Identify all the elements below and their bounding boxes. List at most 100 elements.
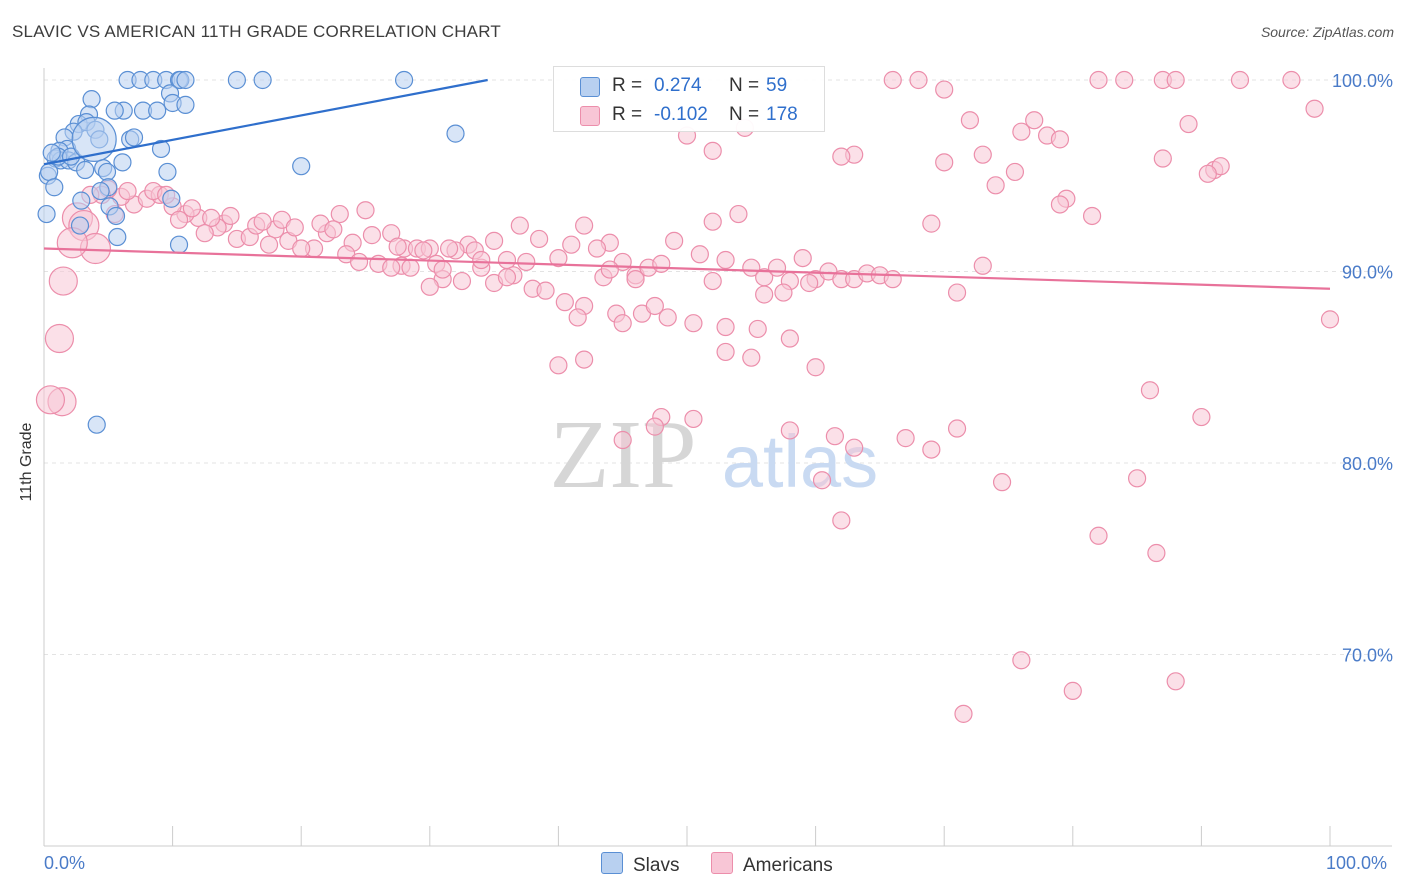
americans-point bbox=[1063, 681, 1082, 700]
americans-point bbox=[562, 235, 581, 254]
slavs-point bbox=[148, 101, 167, 120]
americans-point bbox=[1012, 122, 1031, 141]
slavs-point bbox=[105, 101, 124, 120]
americans-point bbox=[986, 176, 1005, 195]
slavs-swatch bbox=[601, 852, 623, 874]
americans-point bbox=[1050, 195, 1070, 214]
legend-box: R = 0.274 N = 59 R = -0.102 N = 178 bbox=[553, 66, 825, 132]
slavs-point bbox=[227, 70, 246, 90]
americans-point bbox=[530, 229, 549, 249]
americans-point bbox=[1320, 310, 1340, 329]
americans-point bbox=[1005, 162, 1025, 182]
americans-point bbox=[973, 145, 992, 164]
americans-point bbox=[1089, 526, 1108, 545]
americans-point bbox=[568, 308, 587, 327]
americans-point bbox=[1305, 99, 1324, 118]
slavs-point bbox=[151, 139, 171, 159]
americans-point bbox=[716, 317, 735, 337]
legend-row-slavs: R = 0.274 N = 59 bbox=[554, 71, 824, 101]
americans-point bbox=[652, 254, 671, 273]
bottom-legend-label: Slavs bbox=[633, 855, 680, 876]
legend-n-label: N = bbox=[729, 75, 760, 96]
americans-point bbox=[253, 212, 272, 231]
y-tick-label: 100.0% bbox=[1332, 71, 1393, 91]
americans-point bbox=[587, 239, 607, 258]
americans-point bbox=[935, 153, 954, 172]
y-tick-label: 80.0% bbox=[1342, 454, 1393, 474]
americans-point bbox=[118, 181, 137, 201]
slavs-point bbox=[446, 124, 465, 143]
americans-point bbox=[510, 216, 529, 235]
americans-point bbox=[414, 241, 433, 260]
slavs-swatch bbox=[580, 77, 600, 97]
slavs-point bbox=[72, 191, 91, 210]
americans-point bbox=[555, 293, 574, 312]
americans-point bbox=[1192, 407, 1211, 427]
americans-point bbox=[755, 285, 774, 304]
americans-point bbox=[748, 319, 767, 339]
watermark: ZIP atlas bbox=[550, 401, 879, 509]
americans-point bbox=[575, 350, 594, 369]
americans-point bbox=[292, 239, 311, 258]
americans-point bbox=[947, 419, 967, 438]
americans-point bbox=[202, 208, 221, 227]
watermark-zip: ZIP bbox=[550, 401, 697, 509]
legend-n-value: 178 bbox=[766, 104, 798, 125]
americans-point bbox=[1147, 543, 1166, 563]
americans-point bbox=[845, 438, 864, 457]
americans-point bbox=[1166, 672, 1185, 691]
slavs-point bbox=[70, 216, 90, 235]
americans-point bbox=[1153, 149, 1172, 168]
slavs-point bbox=[71, 116, 117, 162]
americans-point bbox=[909, 70, 928, 90]
watermark-atlas: atlas bbox=[722, 420, 878, 503]
slavs-point bbox=[113, 153, 132, 172]
americans-point bbox=[896, 429, 915, 448]
slavs-point bbox=[76, 160, 95, 180]
americans-point bbox=[922, 214, 941, 233]
americans-point bbox=[767, 258, 787, 277]
americans-point bbox=[742, 258, 761, 277]
legend-row-americans: R = -0.102 N = 178 bbox=[554, 100, 824, 130]
americans-point bbox=[658, 308, 677, 327]
americans-point bbox=[922, 440, 941, 459]
americans-point bbox=[1115, 70, 1134, 90]
slavs-point bbox=[42, 143, 61, 162]
americans-point bbox=[285, 218, 304, 237]
americans-point bbox=[452, 271, 472, 291]
americans-point bbox=[497, 250, 517, 270]
americans-point bbox=[1230, 70, 1250, 90]
americans-point bbox=[1166, 70, 1185, 90]
americans-point bbox=[1127, 469, 1147, 488]
americans-point bbox=[883, 70, 902, 90]
slavs-point bbox=[176, 95, 195, 114]
americans-point bbox=[401, 258, 420, 277]
americans-point bbox=[259, 235, 279, 254]
slavs-point bbox=[394, 70, 414, 90]
slavs-point bbox=[40, 162, 59, 182]
americans-point bbox=[992, 473, 1012, 492]
americans-point bbox=[1198, 164, 1217, 183]
americans-point bbox=[716, 342, 735, 362]
americans-point bbox=[960, 111, 980, 130]
slavs-point bbox=[37, 204, 56, 224]
americans-point bbox=[703, 271, 722, 291]
americans-point bbox=[793, 248, 812, 268]
americans-point bbox=[729, 204, 748, 224]
americans-trend-line bbox=[43, 247, 1331, 290]
americans-point bbox=[182, 199, 201, 218]
slavs-point bbox=[176, 70, 195, 90]
bottom-legend-label: Americans bbox=[743, 855, 833, 876]
x-tick-label-min: 0.0% bbox=[44, 853, 86, 873]
americans-point bbox=[665, 231, 684, 250]
slavs-point bbox=[87, 415, 106, 434]
y-axis-title: 11th Grade bbox=[18, 422, 35, 502]
americans-point bbox=[645, 296, 664, 316]
americans-point bbox=[1082, 206, 1102, 226]
slavs-point bbox=[106, 206, 126, 226]
bottom-legend-americans: Americans bbox=[711, 852, 833, 877]
americans-point bbox=[684, 409, 703, 429]
slavs-point bbox=[82, 90, 101, 109]
slavs-point bbox=[91, 181, 110, 201]
trend-lines bbox=[43, 78, 1331, 290]
